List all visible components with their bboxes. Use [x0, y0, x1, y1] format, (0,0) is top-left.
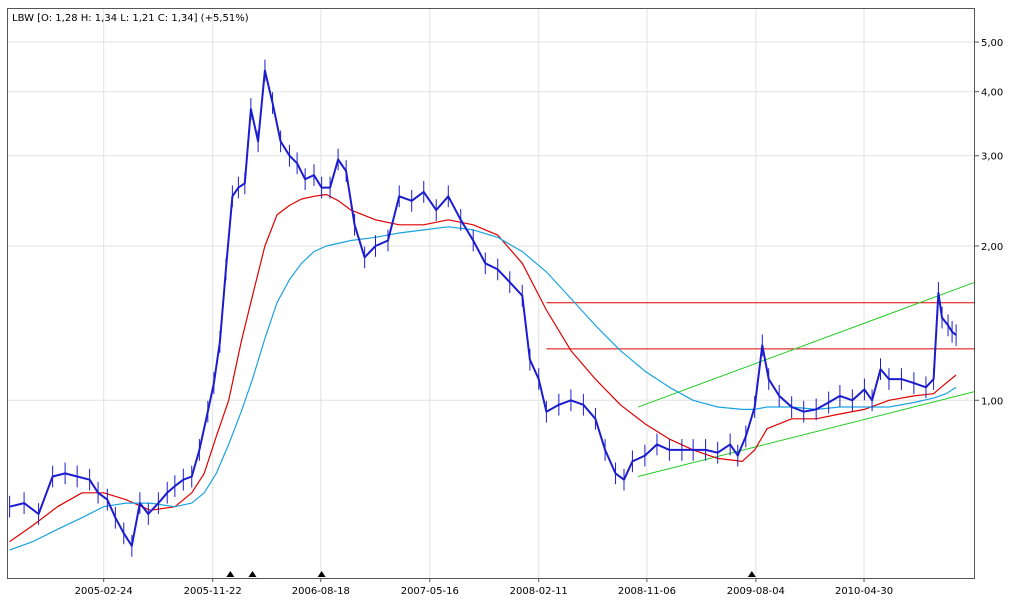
channel-line [637, 391, 976, 477]
moving-averages [9, 193, 957, 551]
x-tick-label: 2006-08-18 [292, 586, 350, 597]
long-moving-average-line [9, 226, 957, 551]
y-tick-label: 4,00 [981, 88, 1003, 99]
y-tick-label: 2,00 [981, 242, 1003, 253]
y-tick-label: 1,00 [981, 396, 1003, 407]
x-tick-label: 2005-11-22 [184, 586, 242, 597]
grid-layer [8, 9, 975, 578]
channel-line [637, 281, 976, 408]
y-tick-label: 5,00 [981, 38, 1003, 49]
x-tick-label: 2009-08-04 [727, 586, 785, 597]
x-tick-label: 2007-05-16 [401, 586, 459, 597]
x-tick-label: 2010-04-30 [835, 586, 893, 597]
event-marker [747, 571, 756, 577]
plot-frame [7, 8, 975, 579]
price-series [9, 59, 957, 557]
event-marker [248, 571, 257, 577]
x-tick-label: 2005-02-24 [75, 586, 133, 597]
y-axis: 1,00 2,00 3,00 4,00 5,00 [975, 38, 1003, 407]
x-tick-label: 2008-02-11 [510, 586, 568, 597]
event-markers [226, 571, 756, 577]
event-marker [226, 571, 235, 577]
trend-channel [637, 281, 976, 477]
x-tick-label: 2008-11-06 [618, 586, 676, 597]
short-moving-average-line [9, 193, 957, 543]
event-marker [317, 571, 326, 577]
y-tick-label: 3,00 [981, 152, 1003, 163]
chart-title: LBW [O: 1,28 H: 1,34 L: 1,21 C: 1,34] (+… [12, 13, 249, 24]
